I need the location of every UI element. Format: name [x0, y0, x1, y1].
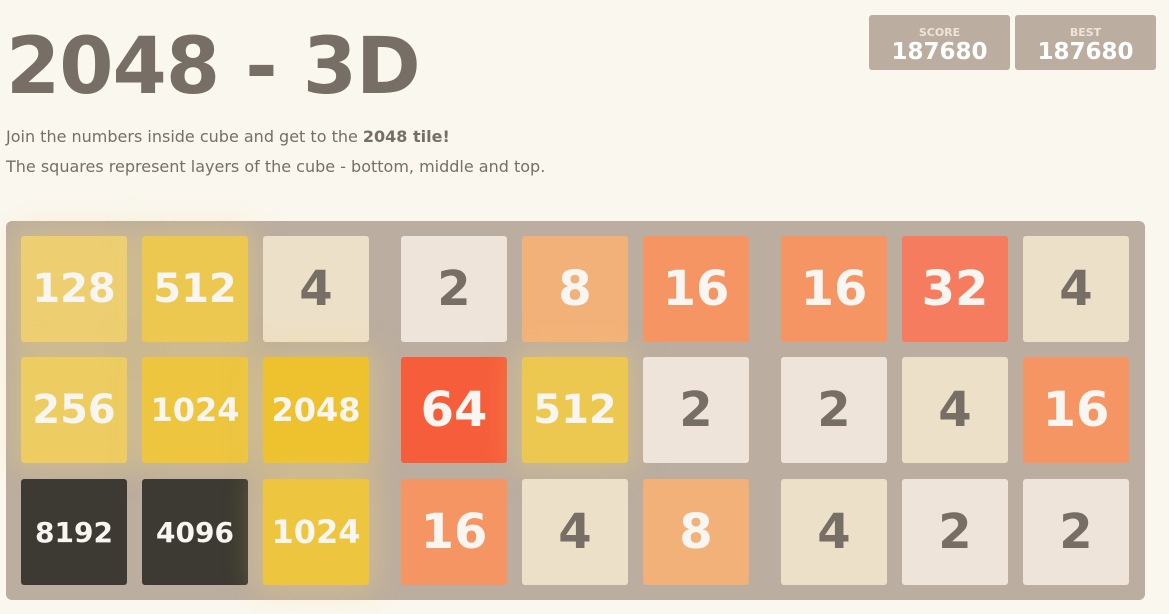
tile-4: 4 — [781, 479, 887, 585]
tile-128: 128 — [21, 236, 127, 342]
tile-4: 4 — [263, 236, 369, 342]
tile-8: 8 — [643, 479, 749, 585]
game-title: 2048 - 3D — [6, 22, 421, 112]
best-box: BEST 187680 — [1015, 15, 1156, 70]
tile-4: 4 — [902, 357, 1008, 463]
tile-16: 16 — [643, 236, 749, 342]
tile-4: 4 — [1023, 236, 1129, 342]
tile-8192: 8192 — [21, 479, 127, 585]
tile-1024: 1024 — [263, 479, 369, 585]
tile-512: 512 — [522, 357, 628, 463]
intro-text: Join the numbers inside cube and get to … — [6, 127, 363, 146]
tile-64: 64 — [401, 357, 507, 463]
best-label: BEST — [1069, 26, 1102, 39]
score-value: 187680 — [891, 39, 988, 65]
tile-16: 16 — [401, 479, 507, 585]
tile-2048: 2048 — [263, 357, 369, 463]
tile-4096: 4096 — [142, 479, 248, 585]
tile-2: 2 — [902, 479, 1008, 585]
tile-2: 2 — [401, 236, 507, 342]
score-box: SCORE 187680 — [869, 15, 1010, 70]
tile-16: 16 — [1023, 357, 1129, 463]
tile-512: 512 — [142, 236, 248, 342]
intro-bold: 2048 tile! — [362, 127, 450, 146]
tile-256: 256 — [21, 357, 127, 463]
tile-8: 8 — [522, 236, 628, 342]
intro-line-1: Join the numbers inside cube and get to … — [6, 127, 450, 146]
tile-16: 16 — [781, 236, 887, 342]
tile-32: 32 — [902, 236, 1008, 342]
tile-2: 2 — [781, 357, 887, 463]
tile-4: 4 — [522, 479, 628, 585]
tile-1024: 1024 — [142, 357, 248, 463]
score-label: SCORE — [918, 26, 961, 39]
tile-2: 2 — [643, 357, 749, 463]
tile-2: 2 — [1023, 479, 1129, 585]
best-value: 187680 — [1037, 39, 1134, 65]
game-board: 128 512 4 256 1024 2048 8192 4096 1024 2 8 16 64 512 2… — [6, 221, 1145, 600]
intro-line-2: The squares represent layers of the cube… — [6, 157, 546, 176]
